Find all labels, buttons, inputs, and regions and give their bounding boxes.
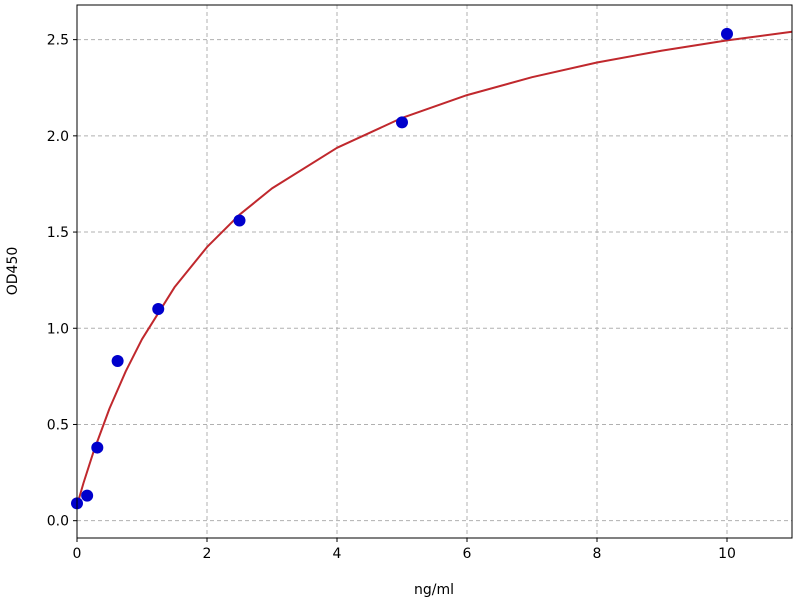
y-tick-label: 0.0	[47, 514, 69, 530]
data-point	[111, 354, 124, 367]
x-tick-label: 0	[73, 546, 82, 562]
y-tick-label: 1.5	[47, 225, 69, 241]
x-tick-label: 10	[718, 546, 736, 562]
x-tick-label: 2	[203, 546, 212, 562]
x-tick-label: 6	[463, 546, 472, 562]
data-point	[91, 441, 104, 454]
x-axis-label: ng/ml	[414, 582, 454, 598]
y-axis-label: OD450	[5, 247, 21, 296]
data-point	[152, 303, 165, 316]
plot-frame	[76, 4, 793, 539]
data-point	[396, 116, 408, 129]
data-point	[721, 27, 733, 40]
y-ticks: 0.0 0.5 1.0 1.5 2.0 2.5	[47, 33, 77, 530]
y-tick-label: 2.5	[47, 33, 69, 49]
fit-curve-group	[76, 30, 793, 506]
x-tick-label: 8	[593, 546, 602, 562]
fit-curve	[76, 30, 793, 506]
grid	[76, 5, 792, 538]
data-point	[233, 214, 246, 227]
data-point	[81, 489, 94, 502]
x-ticks: 0 2 4 6 8 10	[73, 538, 736, 562]
data-points	[71, 27, 733, 510]
y-tick-label: 0.5	[47, 417, 69, 433]
x-tick-label: 4	[333, 546, 342, 562]
y-tick-label: 1.0	[47, 321, 69, 337]
y-tick-label: 2.0	[47, 129, 69, 145]
